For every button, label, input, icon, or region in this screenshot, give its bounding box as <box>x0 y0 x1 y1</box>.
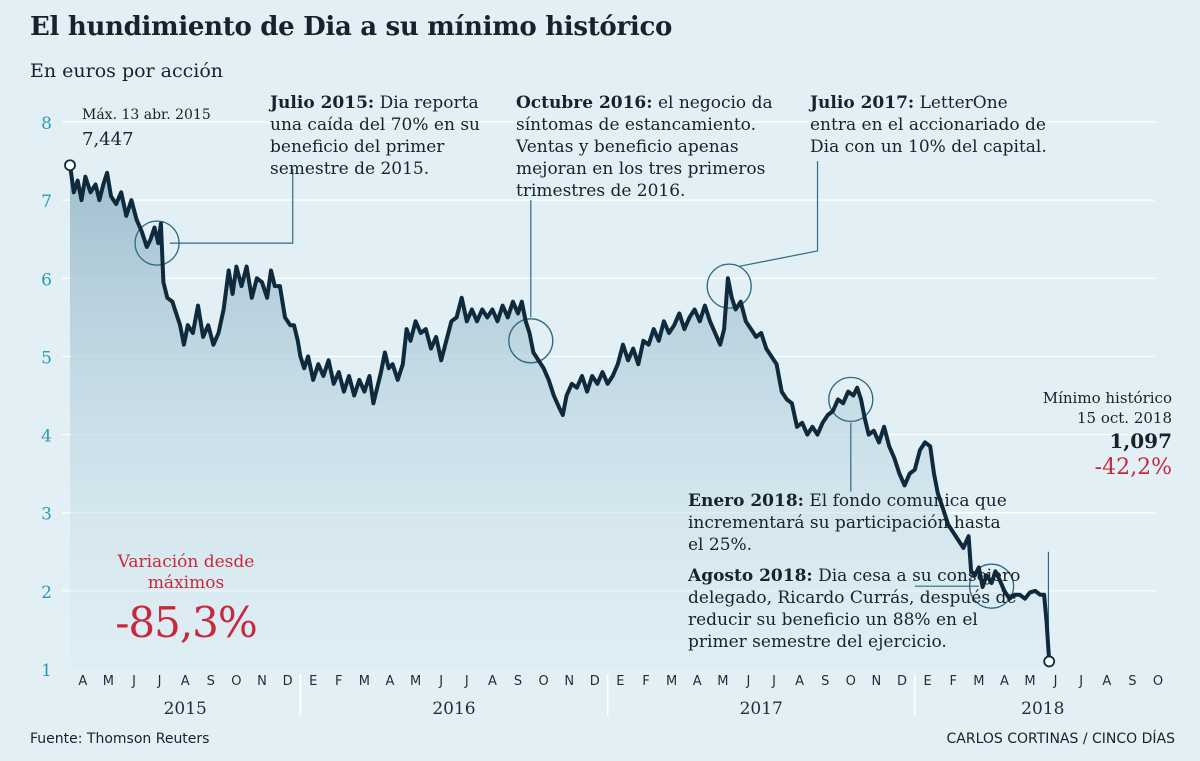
x-tick-month: E <box>923 674 931 689</box>
variation-label: Variación desde máximos <box>117 552 255 593</box>
x-tick-month: N <box>257 674 267 689</box>
annotation-ene-2018: Enero 2018: El fondo comunica que increm… <box>688 490 1008 556</box>
x-tick-month: A <box>693 674 702 689</box>
max-label: Máx. 13 abr. 2015 <box>82 107 211 123</box>
x-tick-month: A <box>78 674 87 689</box>
annotation-ene-2018-title: Enero 2018: <box>688 491 804 511</box>
x-tick-year: 2018 <box>1021 699 1064 719</box>
x-tick-month: E <box>309 674 317 689</box>
x-tick-month: M <box>1024 674 1035 689</box>
x-tick-month: D <box>590 674 600 689</box>
annotation-ago-2018-title: Agosto 2018: <box>688 566 813 586</box>
y-tick-label: 7 <box>41 192 52 212</box>
annotation-oct-2016-text: el negocio da síntomas de estancamiento.… <box>516 93 773 201</box>
x-tick-month: M <box>666 674 677 689</box>
x-tick-year: 2015 <box>164 699 207 719</box>
x-tick-month: O <box>846 674 856 689</box>
annotation-oct-2016: Octubre 2016: el negocio da síntomas de … <box>516 92 784 202</box>
highlight-circle-ene-2018 <box>828 376 874 423</box>
x-tick-year: 2016 <box>432 699 475 719</box>
x-tick-month: S <box>514 674 522 689</box>
max-value: 7,447 <box>82 129 134 150</box>
source: Fuente: Thomson Reuters <box>30 731 210 747</box>
x-tick-month: N <box>564 674 574 689</box>
x-tick-month: F <box>642 674 649 689</box>
annotation-jul-2017: Julio 2017: LetterOne entra en el accion… <box>810 92 1050 158</box>
highlight-circle-oct-2016 <box>508 318 554 364</box>
min-annotation: Mínimo histórico 15 oct. 2018 1,097 -42,… <box>1000 388 1172 482</box>
x-tick-month: J <box>1053 674 1058 689</box>
highlight-circle-jul-2017 <box>706 263 752 309</box>
x-tick-month: A <box>181 674 190 689</box>
leader-line-jul-2017 <box>738 161 819 268</box>
price-area <box>70 165 1050 669</box>
leader-line-jul-2015 <box>169 168 294 244</box>
min-change: -42,2% <box>1094 455 1172 480</box>
x-tick-month: F <box>949 674 956 689</box>
x-tick-month: A <box>386 674 395 689</box>
x-tick-month: D <box>897 674 907 689</box>
annotation-ago-2018: Agosto 2018: Dia cesa a su consejero del… <box>688 565 1033 653</box>
chart-title: El hundimiento de Dia a su mínimo histór… <box>30 12 673 42</box>
highlight-circle-ago-2018 <box>968 563 1015 609</box>
x-tick-month: J <box>771 674 776 689</box>
x-tick-month: N <box>872 674 882 689</box>
x-tick-month: J <box>745 674 750 689</box>
min-date: 15 oct. 2018 <box>1076 409 1172 427</box>
annotation-jul-2015-text: Dia reporta una caída del 70% en su bene… <box>270 93 481 179</box>
x-tick-month: D <box>283 674 293 689</box>
annotation-jul-2017-title: Julio 2017: <box>810 93 915 113</box>
x-tick-month: J <box>438 674 443 689</box>
x-tick-month: O <box>538 674 548 689</box>
x-tick-month: O <box>1153 674 1163 689</box>
x-tick-month: E <box>616 674 624 689</box>
min-value: 1,097 <box>1109 429 1172 453</box>
x-tick-month: M <box>973 674 984 689</box>
x-tick-month: O <box>231 674 241 689</box>
x-tick-month: A <box>1102 674 1111 689</box>
x-tick-month: A <box>1000 674 1009 689</box>
variation-value: -85,3% <box>115 598 258 647</box>
y-tick-label: 2 <box>41 583 52 603</box>
y-tick-label: 1 <box>41 661 52 681</box>
x-tick-month: F <box>335 674 342 689</box>
x-tick-month: A <box>795 674 804 689</box>
x-tick-month: M <box>717 674 728 689</box>
x-tick-month: S <box>1128 674 1136 689</box>
annotation-jul-2015: Julio 2015: Dia reporta una caída del 70… <box>270 92 500 180</box>
x-tick-month: M <box>103 674 114 689</box>
credit: CARLOS CORTINAS / CINCO DÍAS <box>946 731 1175 747</box>
min-label: Mínimo histórico <box>1042 389 1172 407</box>
annotation-jul-2017-text: LetterOne entra en el accionariado de Di… <box>810 93 1047 157</box>
y-tick-label: 3 <box>41 505 52 525</box>
highlight-circle-jul-2015 <box>134 220 180 266</box>
x-tick-month: S <box>207 674 215 689</box>
annotation-jul-2015-title: Julio 2015: <box>270 93 375 113</box>
x-tick-month: J <box>1078 674 1083 689</box>
y-tick-label: 4 <box>41 427 52 447</box>
x-tick-month: A <box>488 674 497 689</box>
annotation-ago-2018-text: Dia cesa a su consejero delegado, Ricard… <box>688 566 1021 652</box>
x-tick-year: 2017 <box>740 699 783 719</box>
annotation-oct-2016-title: Octubre 2016: <box>516 93 653 113</box>
price-line <box>68 164 1052 662</box>
x-tick-month: J <box>157 674 162 689</box>
chart-subtitle: En euros por acción <box>30 60 224 82</box>
x-tick-month: M <box>359 674 370 689</box>
x-tick-month: J <box>131 674 136 689</box>
x-tick-month: S <box>821 674 829 689</box>
y-tick-label: 8 <box>41 114 52 134</box>
x-tick-month: M <box>410 674 421 689</box>
annotation-ene-2018-text: El fondo comunica que incrementará su pa… <box>688 491 1007 555</box>
y-tick-label: 6 <box>41 270 52 290</box>
max-point-marker <box>64 159 76 172</box>
min-point-marker <box>1043 655 1056 668</box>
x-tick-month: J <box>464 674 469 689</box>
y-tick-label: 5 <box>41 348 52 368</box>
